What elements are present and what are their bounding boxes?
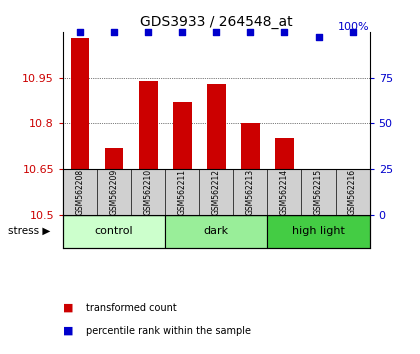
Text: GSM562209: GSM562209 (110, 169, 118, 215)
Bar (207, 84, 226, 215)
Text: GSM562215: GSM562215 (314, 169, 323, 215)
Text: GSM562208: GSM562208 (76, 169, 84, 215)
Text: control: control (95, 226, 134, 236)
Text: stress ▶: stress ▶ (8, 226, 51, 236)
Point (281, 29, 288, 35)
Point (179, 29, 186, 35)
Bar (105, 148, 123, 215)
Bar (71, 38, 89, 215)
Text: percentile rank within the sample: percentile rank within the sample (86, 326, 251, 336)
Text: GSM562211: GSM562211 (178, 169, 187, 215)
Text: high light: high light (292, 226, 345, 236)
Text: GSM562216: GSM562216 (348, 169, 357, 215)
Bar (343, 199, 362, 215)
Point (213, 29, 220, 35)
Bar (241, 123, 260, 215)
Bar (173, 102, 192, 215)
Text: GSM562210: GSM562210 (144, 169, 152, 215)
Point (315, 34, 322, 40)
Point (77, 29, 84, 35)
FancyBboxPatch shape (165, 215, 268, 248)
FancyBboxPatch shape (268, 215, 370, 248)
Point (349, 29, 356, 35)
Bar (139, 81, 158, 215)
Text: transformed count: transformed count (86, 303, 177, 313)
Point (247, 29, 254, 35)
Text: ■: ■ (63, 326, 74, 336)
Title: GDS3933 / 264548_at: GDS3933 / 264548_at (140, 16, 293, 29)
Text: dark: dark (204, 226, 229, 236)
FancyBboxPatch shape (63, 215, 165, 248)
Text: ■: ■ (63, 303, 74, 313)
Text: GSM562212: GSM562212 (212, 169, 221, 215)
Text: GSM562214: GSM562214 (280, 169, 289, 215)
Bar (309, 209, 328, 215)
Point (145, 29, 152, 35)
Text: GSM562213: GSM562213 (246, 169, 255, 215)
Text: 100%: 100% (338, 22, 370, 32)
Bar (275, 138, 294, 215)
Point (111, 29, 118, 35)
